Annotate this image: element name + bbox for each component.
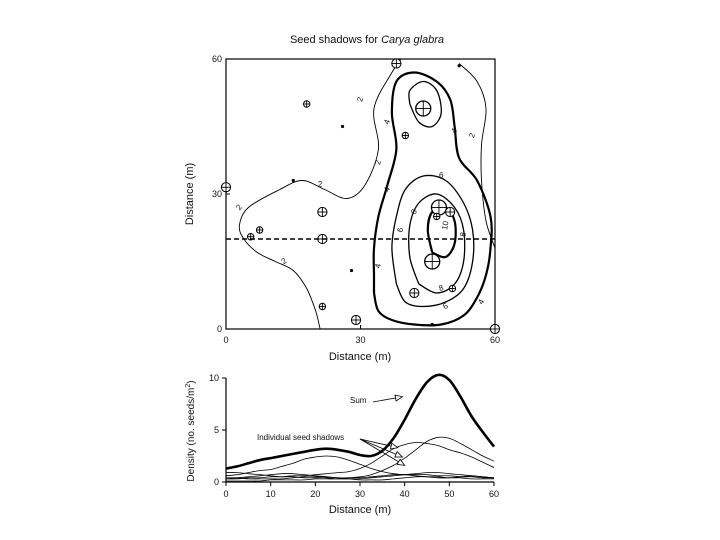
- tree-marker-19: [409, 287, 420, 299]
- individual-shadows-arrow-0: [359, 438, 399, 450]
- tree-marker-10: [350, 314, 362, 326]
- individual-shadow-line-4: [225, 472, 495, 480]
- tree-marker-8: [349, 268, 354, 273]
- profile-y-tick-label-10: 10: [209, 373, 219, 383]
- tree-marker-20: [448, 284, 457, 293]
- profile-y-tick-label-5: 5: [214, 425, 219, 435]
- tree-marker-9: [318, 302, 327, 311]
- map-x-tick-label-30: 30: [355, 335, 365, 345]
- tree-marker-0: [220, 182, 232, 193]
- contour-lines: [238, 58, 496, 330]
- individual-shadows-annotation-label: Individual seed shadows: [257, 433, 344, 442]
- sum-annotation-label: Sum: [350, 396, 367, 405]
- individual-shadow-line-2: [225, 442, 495, 480]
- map-x-tick-label-60: 60: [490, 335, 500, 345]
- tree-marker-2: [340, 124, 345, 129]
- individual-shadow-line-3: [226, 436, 495, 482]
- map-y-tick-label-0: 0: [217, 324, 222, 334]
- contour-line-inner-6: [408, 80, 442, 128]
- tree-marker-1: [303, 100, 311, 108]
- contour-label-2: 2: [280, 256, 289, 266]
- profile-axis-ticks: 0 10 20 30 40 50 60 0 5 10: [209, 373, 499, 499]
- sum-density-line: [225, 373, 496, 470]
- contour-label-10: 4: [476, 297, 486, 306]
- profile-annotations: Sum Individual seed shadows: [257, 394, 406, 466]
- density-profile-panel: 0 10 20 30 40 50 60 0 5 10 Sum Individual seed sh…: [185, 373, 499, 516]
- profile-y-axis-label-main: Density (no. seeds/m: [186, 388, 197, 482]
- tree-markers: [220, 58, 501, 335]
- map-title: Seed shadows for Carya glabra: [290, 34, 444, 46]
- contour-label-13: 6: [441, 301, 450, 311]
- map-y-tick-label-30: 30: [212, 189, 222, 199]
- contour-label-1: 2: [318, 180, 323, 189]
- profile-x-tick-label-40: 40: [400, 489, 410, 499]
- profile-x-tick-label-0: 0: [223, 489, 228, 499]
- contour-label-7: 4: [382, 185, 392, 193]
- contour-label-0: 2: [234, 202, 244, 212]
- individual-shadows-arrow-1: [359, 438, 404, 458]
- tree-marker-6: [317, 206, 328, 218]
- tree-marker-15: [430, 199, 448, 216]
- sum-annotation-arrow: [372, 394, 404, 403]
- map-title-species: Carya glabra: [381, 34, 444, 46]
- contour-label-11: 6: [439, 171, 444, 180]
- tree-marker-12: [457, 64, 461, 68]
- individual-shadows-arrow-2: [359, 438, 406, 466]
- tree-marker-21: [430, 322, 434, 327]
- profile-y-axis-label: Density (no. seeds/m2): [185, 380, 197, 481]
- tree-marker-17: [433, 212, 441, 221]
- contour-label-16: 8: [437, 283, 445, 293]
- profile-y-axis-label-sup: 2: [185, 384, 192, 388]
- contour-label-8: 4: [373, 262, 383, 268]
- map-y-tick-label-60: 60: [212, 54, 222, 64]
- tree-marker-14: [401, 131, 410, 140]
- contour-label-5: 2: [467, 131, 477, 139]
- contour-label-14: 8: [409, 207, 419, 216]
- tree-marker-16: [445, 206, 456, 218]
- tree-marker-18: [424, 253, 441, 270]
- map-title-prefix: Seed shadows for: [290, 34, 381, 46]
- contour-line-6-3: [391, 174, 475, 308]
- profile-x-tick-label-50: 50: [444, 489, 454, 499]
- map-axis-ticks: 0 30 60 0 30 60: [212, 54, 500, 345]
- individual-shadow-line-6: [225, 476, 494, 481]
- contour-label-15: 8: [458, 231, 468, 237]
- tree-marker-13: [415, 100, 432, 117]
- contour-line-2-1: [458, 63, 496, 249]
- contour-line-4-2: [372, 71, 493, 327]
- profile-x-tick-label-30: 30: [355, 489, 365, 499]
- map-y-axis-label: Distance (m): [184, 163, 196, 225]
- contour-label-6: 4: [382, 118, 392, 126]
- map-x-tick-label-0: 0: [223, 335, 228, 345]
- profile-x-tick-label-20: 20: [310, 489, 320, 499]
- individual-shadow-line-1: [225, 455, 495, 479]
- tree-marker-3: [291, 178, 295, 183]
- profile-x-axis-label: Distance (m): [329, 504, 391, 516]
- density-series-lines: [225, 373, 496, 482]
- profile-y-tick-label-0: 0: [214, 477, 219, 487]
- profile-x-tick-label-10: 10: [266, 489, 276, 499]
- profile-x-tick-label-60: 60: [489, 489, 499, 499]
- contour-line-2-0: [238, 58, 402, 330]
- tree-marker-4: [255, 226, 264, 234]
- contour-label-12: 6: [396, 226, 406, 232]
- contour-label-9: 4: [449, 126, 459, 135]
- tree-marker-11: [391, 58, 402, 69]
- contour-label-4: 2: [355, 96, 365, 103]
- contour-label-3: 2: [373, 159, 383, 166]
- map-x-axis-label: Distance (m): [329, 351, 391, 363]
- profile-y-axis-label-close: ): [186, 380, 197, 383]
- contour-label-17: 10: [440, 220, 451, 231]
